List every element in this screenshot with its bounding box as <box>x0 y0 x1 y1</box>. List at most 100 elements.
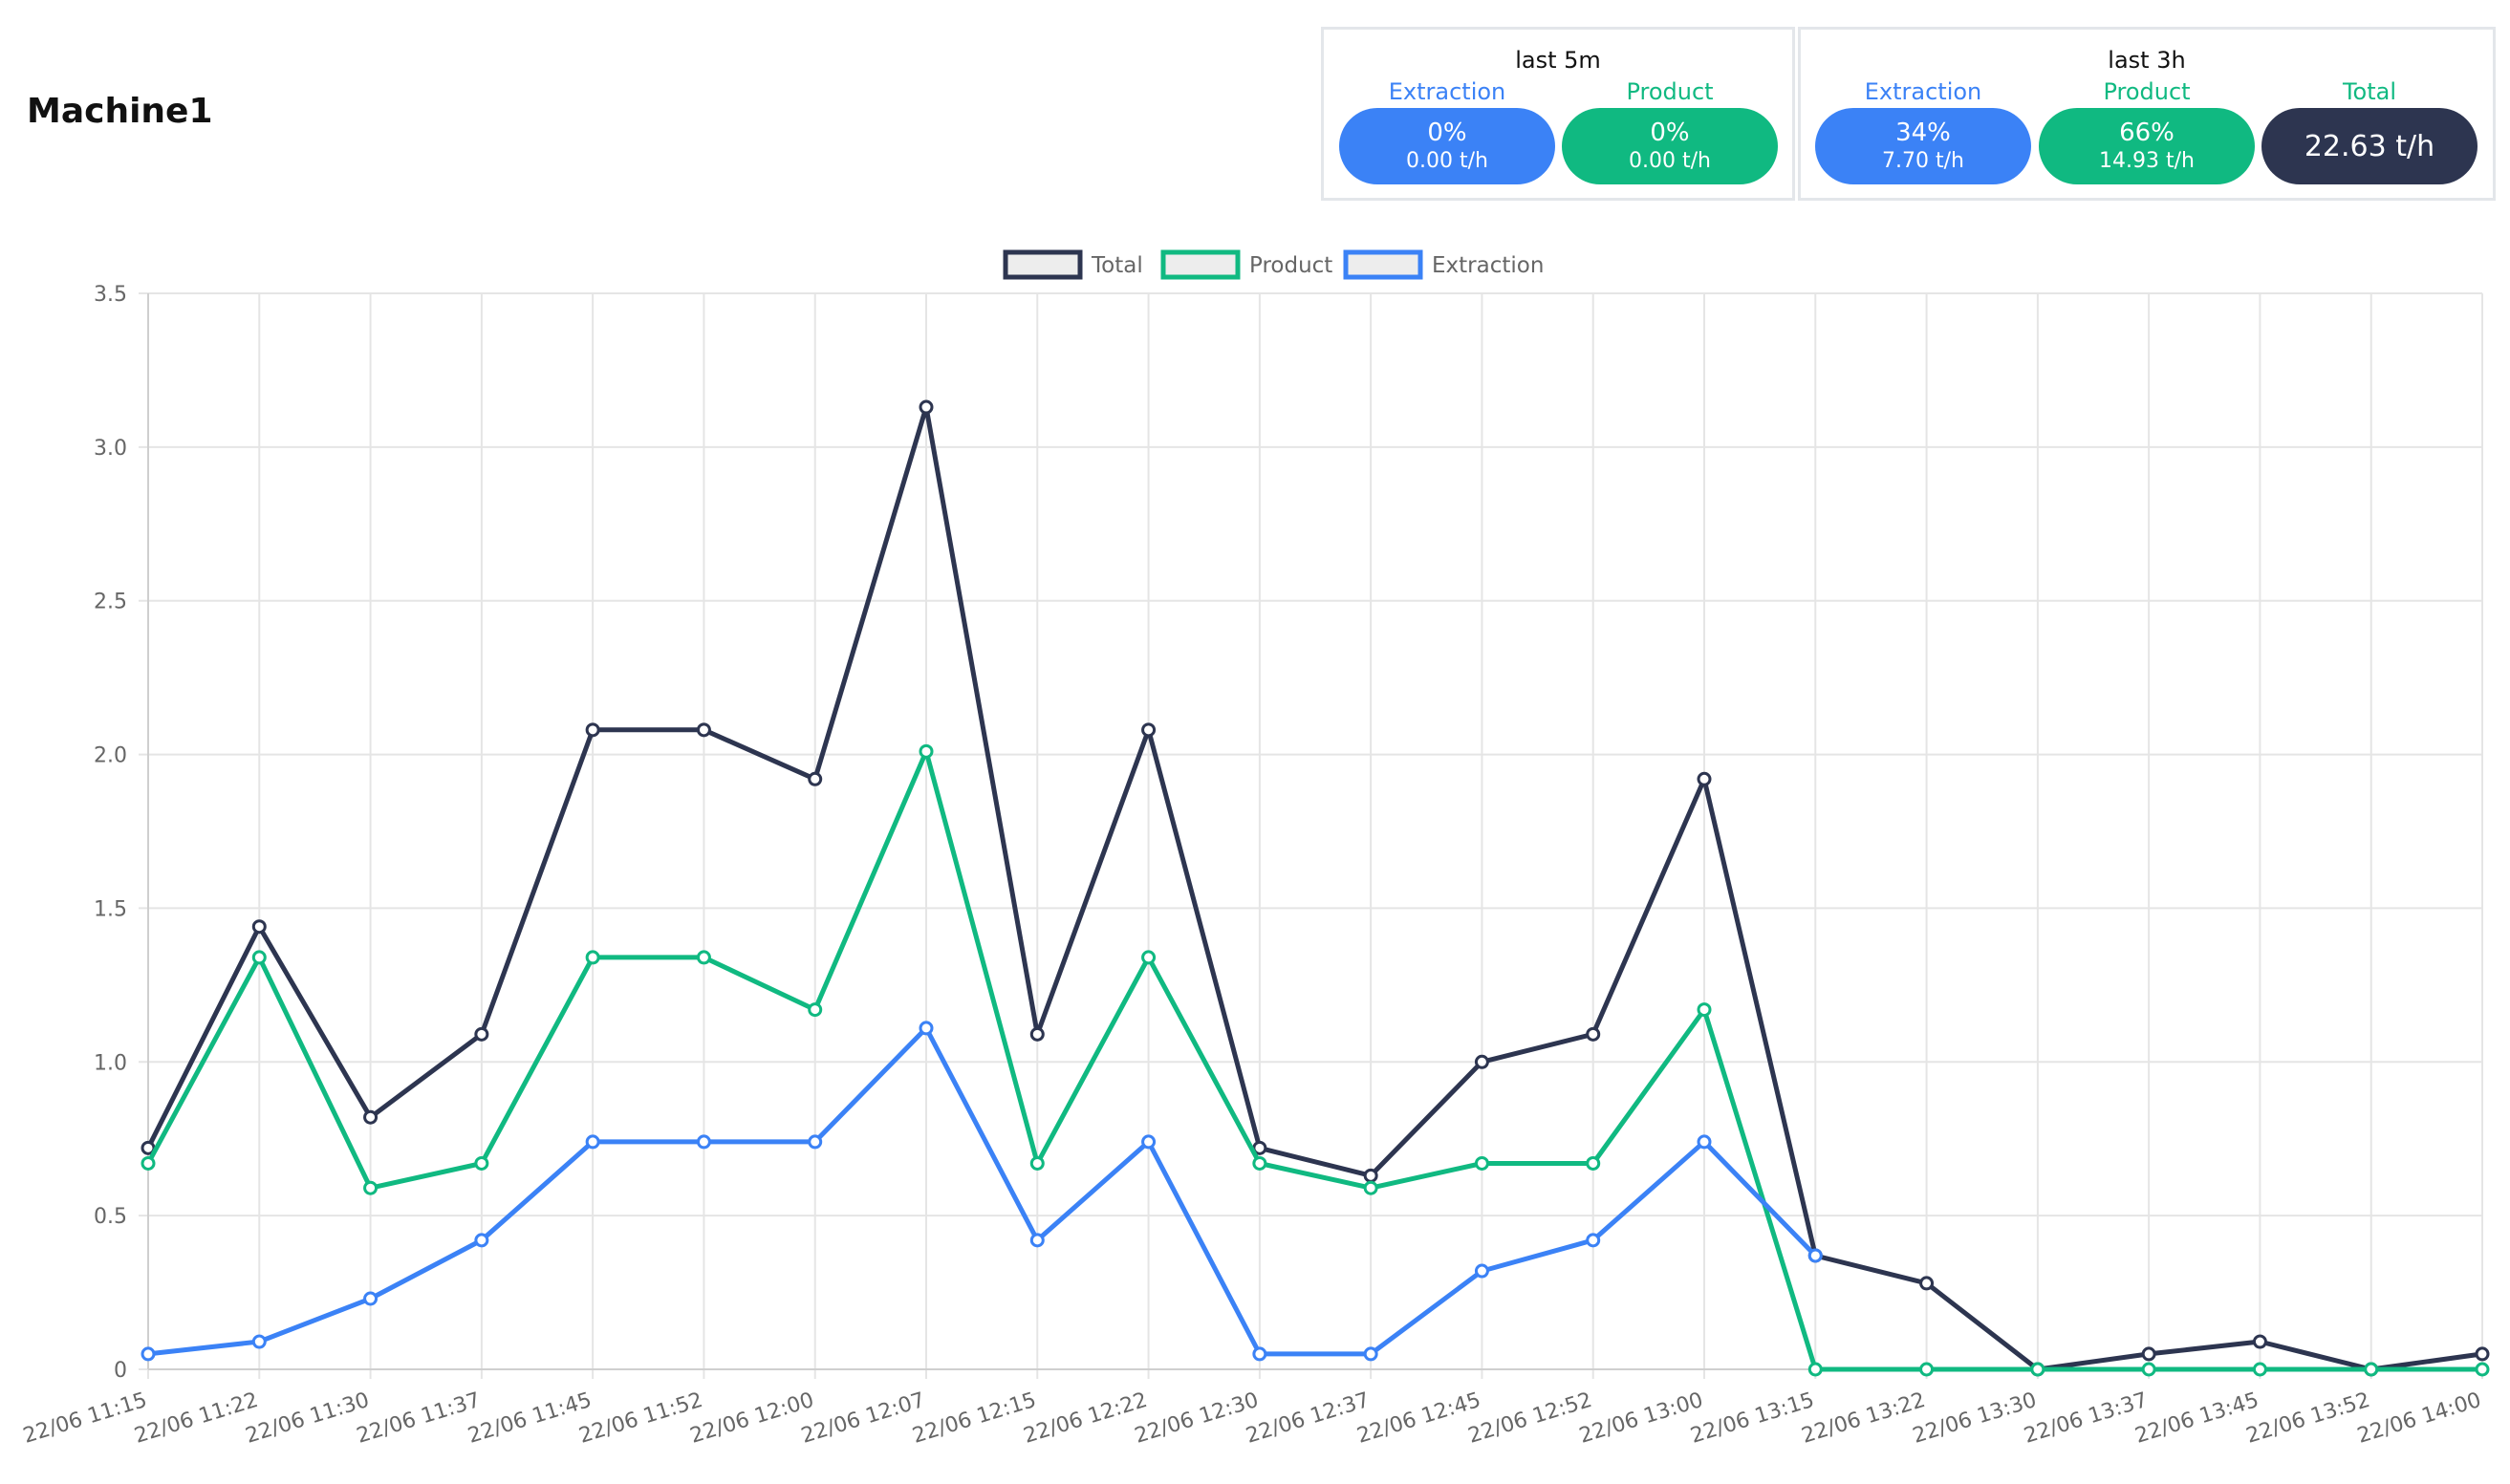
product-pill: 0% 0.00 t/h <box>1562 108 1778 184</box>
summary-last-5m-title: last 5m <box>1515 47 1601 74</box>
y-tick-label: 0 <box>114 1359 127 1383</box>
x-tick-label: 22/06 12:00 <box>687 1388 816 1449</box>
x-tick-label: 22/06 11:22 <box>132 1388 261 1449</box>
extraction-point <box>1029 1233 1045 1248</box>
product-point <box>251 950 267 965</box>
x-tick-label: 22/06 12:37 <box>1244 1388 1373 1449</box>
product-point <box>2364 1362 2379 1377</box>
x-tick-label: 22/06 11:15 <box>20 1388 149 1449</box>
extraction-pill: 34% 7.70 t/h <box>1815 108 2031 184</box>
stat-label: Product <box>1626 78 1714 105</box>
total-point <box>1029 1026 1045 1042</box>
total-point <box>808 771 823 786</box>
total-point <box>585 722 600 738</box>
x-tick-label: 22/06 11:52 <box>576 1388 705 1449</box>
legend-label-product: Product <box>1249 253 1332 278</box>
total-point <box>2252 1334 2267 1349</box>
x-tick-label: 22/06 12:52 <box>1465 1388 1594 1449</box>
x-tick-label: 22/06 11:37 <box>354 1388 483 1449</box>
extraction-point <box>474 1233 489 1248</box>
legend-swatch-total <box>1003 249 1083 280</box>
x-tick-label: 22/06 12:30 <box>1132 1388 1261 1449</box>
extraction-point <box>1474 1263 1489 1279</box>
product-point <box>1807 1362 1823 1377</box>
x-tick-label: 22/06 12:07 <box>798 1388 927 1449</box>
y-tick-label: 2.0 <box>94 744 127 768</box>
x-tick-label: 22/06 14:00 <box>2354 1388 2483 1449</box>
extraction-point <box>1697 1134 1712 1150</box>
legend-label-total: Total <box>1091 253 1143 278</box>
x-tick-label: 22/06 12:45 <box>1354 1388 1483 1449</box>
summary-last-3h-title: last 3h <box>2108 47 2186 74</box>
pill-percent: 34% <box>1895 118 1951 147</box>
x-tick-label: 22/06 11:45 <box>465 1388 595 1449</box>
extraction-point <box>696 1134 711 1150</box>
x-tick-label: 22/06 11:30 <box>243 1388 372 1449</box>
y-tick-label: 1.5 <box>94 897 127 921</box>
product-point <box>2475 1362 2490 1377</box>
product-point <box>1697 1002 1712 1018</box>
total-point <box>363 1109 379 1125</box>
y-tick-label: 3.0 <box>94 437 127 461</box>
product-point <box>808 1002 823 1018</box>
x-tick-label: 22/06 12:15 <box>910 1388 1039 1449</box>
extraction-point <box>1252 1346 1267 1362</box>
product-point <box>363 1180 379 1195</box>
stat-3h-extraction: Extraction 34% 7.70 t/h <box>1815 77 2031 184</box>
x-tick-label: 22/06 13:37 <box>2022 1388 2151 1449</box>
extraction-point <box>1141 1134 1157 1150</box>
legend-swatch-product <box>1160 249 1241 280</box>
x-tick-label: 22/06 13:00 <box>1576 1388 1705 1449</box>
total-point <box>2475 1346 2490 1362</box>
stat-label: Extraction <box>1864 78 1982 105</box>
extraction-point <box>1586 1233 1601 1248</box>
product-point <box>2141 1362 2156 1377</box>
extraction-point <box>1807 1248 1823 1263</box>
product-point <box>1252 1155 1267 1171</box>
stat-label: Product <box>2103 78 2191 105</box>
pill-rate: 7.70 t/h <box>1882 149 1964 173</box>
pill-percent: 66% <box>2119 118 2175 147</box>
pill-rate: 0.00 t/h <box>1629 149 1711 173</box>
total-pill: 22.63 t/h <box>2261 108 2478 184</box>
x-tick-label: 22/06 13:30 <box>1910 1388 2039 1449</box>
summary-last-5m: last 5m Extraction 0% 0.00 t/h Product 0… <box>1321 27 1795 201</box>
extraction-line <box>147 1025 1818 1357</box>
product-point <box>474 1155 489 1171</box>
product-point <box>2030 1362 2045 1377</box>
total-point <box>474 1026 489 1042</box>
series-extraction <box>141 1021 1823 1362</box>
product-point <box>1141 950 1157 965</box>
product-point <box>1586 1155 1601 1171</box>
y-tick-label: 2.5 <box>94 591 127 614</box>
y-tick-label: 0.5 <box>94 1205 127 1229</box>
total-point <box>251 919 267 935</box>
total-point <box>1363 1168 1378 1183</box>
stat-5m-extraction: Extraction 0% 0.00 t/h <box>1339 77 1555 184</box>
product-point <box>919 743 934 759</box>
x-tick-label: 22/06 12:22 <box>1021 1388 1150 1449</box>
product-pill: 66% 14.93 t/h <box>2039 108 2255 184</box>
product-point <box>1474 1155 1489 1171</box>
pill-percent: 0% <box>1427 118 1467 147</box>
product-point <box>1363 1180 1378 1195</box>
legend: Total Product Extraction <box>1003 249 1544 280</box>
product-point <box>696 950 711 965</box>
x-tick-label: 22/06 13:52 <box>2243 1388 2372 1449</box>
series-product <box>141 743 2490 1377</box>
total-point <box>2141 1346 2156 1362</box>
legend-label-extraction: Extraction <box>1432 253 1544 278</box>
total-point <box>919 399 934 415</box>
product-line <box>145 748 2482 1372</box>
summary-last-3h: last 3h Extraction 34% 7.70 t/h Product … <box>1798 27 2496 201</box>
extraction-point <box>585 1134 600 1150</box>
x-tick-label: 22/06 13:15 <box>1688 1388 1817 1449</box>
extraction-point <box>1363 1346 1378 1362</box>
x-tick-label: 22/06 13:45 <box>2132 1388 2261 1449</box>
extraction-point <box>251 1334 267 1349</box>
total-point <box>1141 722 1157 738</box>
stat-3h-product: Product 66% 14.93 t/h <box>2039 77 2255 184</box>
stat-label: Total <box>2342 78 2397 105</box>
